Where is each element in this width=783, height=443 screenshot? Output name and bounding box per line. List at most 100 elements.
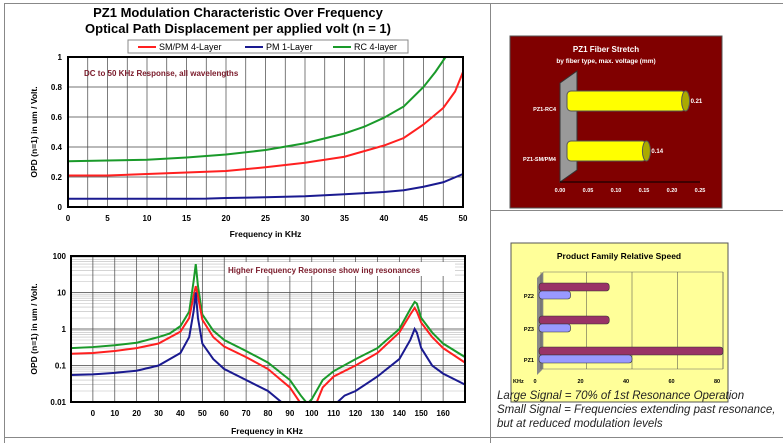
chart-subtitle: by fiber type, max. voltage (mm) (556, 58, 655, 65)
series-line (67, 56, 447, 163)
series-line (68, 71, 464, 177)
x-tick-label: 20 (222, 214, 231, 223)
x-tick-label: 60 (220, 409, 229, 418)
chart-subtitle: Optical Path Displacement per applied vo… (85, 21, 391, 36)
note-reduced: but at reduced modulation levels (497, 418, 663, 430)
series-line (71, 285, 465, 402)
frame-left (4, 3, 5, 443)
x-tick-label: 80 (714, 379, 720, 385)
x-tick-label: 100 (305, 409, 319, 418)
x-tick-label: 150 (415, 409, 429, 418)
x-tick-label: 20 (132, 409, 141, 418)
x-axis-label: KHz (513, 379, 524, 385)
x-tick-label: 5 (105, 214, 110, 223)
x-tick-label: 15 (182, 214, 191, 223)
data-label: 0.14 (651, 149, 663, 155)
x-tick-label: 0.05 (583, 188, 594, 194)
x-tick-label: 80 (264, 409, 273, 418)
x-axis-label: Frequency in KHz (231, 426, 303, 436)
note-large-signal: Large Signal = 70% of 1st Resonance Oper… (497, 390, 745, 402)
data-label: 0.21 (691, 99, 703, 105)
x-tick-label: 50 (459, 214, 468, 223)
series-line (68, 173, 464, 200)
frame-divider (490, 3, 491, 443)
x-tick-label: 0 (533, 379, 536, 385)
frame-top (4, 3, 783, 4)
legend (127, 39, 409, 54)
bar (538, 323, 571, 333)
y-tick-label: 0.2 (51, 173, 63, 182)
x-tick-label: 35 (340, 214, 349, 223)
bar-cap (641, 140, 651, 162)
series-line (71, 292, 465, 402)
bar (538, 315, 610, 325)
bar (566, 140, 647, 162)
x-tick-label: 160 (436, 409, 450, 418)
x-tick-label: 30 (154, 409, 163, 418)
x-tick-label: 0.25 (695, 188, 706, 194)
annotation-box (225, 262, 455, 276)
x-tick-label: 110 (327, 409, 340, 418)
bar (538, 282, 610, 292)
category-label: PZ2 (524, 294, 534, 300)
x-tick-label: 0.15 (639, 188, 650, 194)
x-tick-label: 40 (380, 214, 389, 223)
y-tick-label: 0 (58, 203, 63, 212)
plot-border (67, 56, 464, 208)
category-label: PZ1 (524, 358, 534, 364)
y-tick-label: 0.6 (51, 113, 63, 122)
y-tick-label: 10 (57, 289, 66, 298)
bar (538, 290, 571, 300)
frame-hline-right (490, 210, 783, 211)
y-tick-label: 0.01 (50, 398, 66, 407)
bar (566, 90, 687, 112)
x-axis-label: Frequency in KHz (230, 229, 302, 239)
y-tick-label: 0.1 (55, 362, 67, 371)
x-tick-label: 90 (285, 409, 294, 418)
axis-wall (559, 70, 578, 183)
x-tick-label: 60 (668, 379, 674, 385)
x-tick-label: 40 (623, 379, 629, 385)
chart-background (509, 35, 723, 209)
series-line (71, 263, 465, 402)
bar (538, 346, 724, 356)
chart-annotation: Higher Frequency Response show ing reson… (228, 266, 421, 275)
x-tick-label: 130 (371, 409, 385, 418)
legend-label: RC 4-layer (354, 42, 397, 52)
plot-border (70, 255, 466, 403)
legend-label: PM 1-Layer (266, 42, 313, 52)
chart-title: PZ1 Fiber Stretch (573, 45, 639, 54)
chart-title: Product Family Relative Speed (557, 251, 681, 261)
x-tick-label: 140 (393, 409, 407, 418)
x-tick-label: 10 (110, 409, 119, 418)
x-tick-label: 70 (242, 409, 251, 418)
category-label: PZ1-SM/PM4 (523, 157, 557, 163)
x-tick-label: 120 (349, 409, 363, 418)
x-tick-label: 40 (176, 409, 185, 418)
x-tick-label: 0.20 (667, 188, 678, 194)
x-tick-label: 0 (66, 214, 71, 223)
y-axis-label: OPD (n=1) in um / Volt. (29, 283, 39, 374)
x-tick-label: 0.10 (611, 188, 622, 194)
x-tick-label: 20 (577, 379, 583, 385)
x-tick-label: 10 (143, 214, 152, 223)
y-tick-label: 1 (58, 53, 63, 62)
y-tick-label: 100 (53, 252, 67, 261)
x-tick-label: 25 (261, 214, 270, 223)
category-label: PZ3 (524, 327, 534, 333)
x-tick-label: 50 (198, 409, 207, 418)
note-small-signal: Small Signal = Frequencies extending pas… (497, 404, 776, 416)
x-tick-label: 0 (91, 409, 96, 418)
y-axis-label: OPD (n=1) in um / Volt. (29, 86, 39, 177)
y-tick-label: 0.4 (51, 143, 63, 152)
category-label: PZ1-RC4 (533, 107, 557, 113)
y-tick-label: 1 (62, 325, 67, 334)
y-tick-label: 0.8 (51, 83, 63, 92)
x-tick-label: 30 (301, 214, 310, 223)
legend-label: SM/PM 4-Layer (159, 42, 222, 52)
x-tick-label: 0.00 (555, 188, 566, 194)
x-tick-label: 45 (419, 214, 428, 223)
chart-annotation: DC to 50 KHz Response, all wavelengths (84, 69, 239, 78)
frame-bottom (4, 437, 783, 438)
